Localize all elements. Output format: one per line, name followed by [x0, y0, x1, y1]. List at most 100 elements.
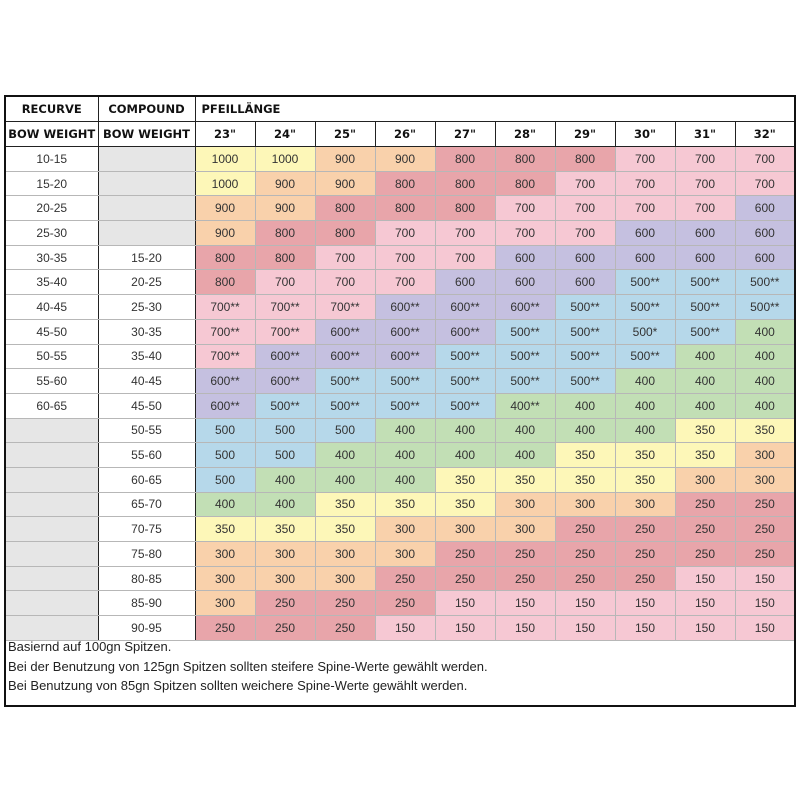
recurve-bow-weight	[6, 418, 99, 444]
spine-value: 400	[675, 344, 736, 370]
spine-value: 800	[315, 220, 376, 246]
compound-bow-weight: 15-20	[98, 245, 196, 271]
spine-chart: RECURVE COMPOUND PFEILLÄNGE BOW WEIGHT B…	[4, 95, 796, 707]
spine-value: 400	[735, 393, 795, 419]
table-row: 25-30 900 800 800 700 700 700 700 600 600 600	[6, 220, 795, 246]
spine-value: 250	[615, 516, 676, 542]
spine-value: 150	[735, 615, 795, 641]
table-row: 40-45 25-30 700** 700** 700** 600** 600** 600**…	[6, 294, 795, 320]
spine-value: 700**	[195, 344, 256, 370]
recurve-bow-weight	[6, 516, 99, 542]
spine-value: 500**	[315, 368, 376, 394]
spine-value: 800	[435, 195, 496, 222]
spine-value: 400	[255, 467, 316, 493]
recurve-bow-weight: 20-25	[6, 195, 99, 222]
spine-value: 500**	[555, 344, 616, 370]
compound-bow-weight: 85-90	[98, 590, 196, 617]
spine-value: 150	[495, 590, 556, 617]
recurve-bow-weight: 10-15	[6, 146, 99, 172]
spine-value: 300	[495, 516, 556, 542]
spine-value: 500**	[675, 269, 736, 296]
spine-value: 250	[675, 516, 736, 542]
spine-value: 150	[495, 615, 556, 641]
table-row: 35-40 20-25 800 700 700 700 600 600 600 500** 500*…	[6, 269, 795, 296]
length-header: 27"	[435, 121, 496, 147]
compound-bow-weight: 50-55	[98, 418, 196, 444]
spine-value: 300	[735, 442, 795, 468]
spine-value: 500**	[315, 393, 376, 419]
spine-value: 400	[195, 492, 256, 518]
spine-value: 600	[615, 220, 676, 246]
spine-value: 500**	[675, 319, 736, 345]
spine-value: 700	[555, 220, 616, 246]
length-header: 31"	[675, 121, 736, 147]
spine-value: 700	[735, 171, 795, 197]
spine-value: 250	[675, 541, 736, 567]
spine-value: 150	[735, 590, 795, 617]
recurve-bow-weight	[6, 442, 99, 468]
spine-value: 300	[675, 467, 736, 493]
spine-value: 300	[375, 516, 436, 542]
recurve-bow-weight: 40-45	[6, 294, 99, 320]
spine-value: 700	[375, 245, 436, 271]
recurve-bow-weight	[6, 541, 99, 567]
recurve-bow-weight: 30-35	[6, 245, 99, 271]
spine-value: 600**	[495, 294, 556, 320]
spine-value: 1000	[255, 146, 316, 172]
spine-value: 600**	[375, 319, 436, 345]
spine-value: 250	[375, 566, 436, 592]
spine-value: 800	[495, 171, 556, 197]
spine-value: 600**	[195, 393, 256, 419]
spine-value: 400	[495, 418, 556, 444]
compound-bow-weight: 25-30	[98, 294, 196, 320]
note-line: Basiernd auf 100gn Spitzen.	[8, 639, 172, 654]
compound-bow-weight: 70-75	[98, 516, 196, 542]
spine-value: 700	[675, 146, 736, 172]
spine-value: 350	[735, 418, 795, 444]
spine-value: 250	[615, 566, 676, 592]
spine-value: 150	[735, 566, 795, 592]
spine-value: 400	[315, 442, 376, 468]
compound-bow-weight: 60-65	[98, 467, 196, 493]
table-row: 20-25 900 900 800 800 800 700 700 700 700 600	[6, 195, 795, 222]
length-header: 30"	[615, 121, 676, 147]
recurve-bow-weight: 55-60	[6, 368, 99, 394]
recurve-bow-weight: 15-20	[6, 171, 99, 197]
recurve-bow-weight: 35-40	[6, 269, 99, 296]
compound-bow-weight: 35-40	[98, 344, 196, 370]
length-header: 29"	[555, 121, 616, 147]
spine-value: 400	[435, 418, 496, 444]
spine-value: 150	[615, 590, 676, 617]
spine-value: 600**	[375, 344, 436, 370]
spine-value: 600**	[375, 294, 436, 320]
compound-bow-weight	[98, 146, 196, 172]
spine-value: 400	[735, 368, 795, 394]
compound-bow-weight: 20-25	[98, 269, 196, 296]
spine-value: 400**	[495, 393, 556, 419]
spine-value: 400	[615, 393, 676, 419]
spine-value: 500**	[435, 344, 496, 370]
spine-value: 250	[735, 516, 795, 542]
spine-value: 700	[615, 195, 676, 222]
spine-value: 400	[555, 418, 616, 444]
spine-value: 600	[735, 245, 795, 271]
spine-value: 500	[195, 418, 256, 444]
spine-value: 250	[495, 541, 556, 567]
spine-value: 800	[375, 195, 436, 222]
spine-value: 700	[315, 269, 376, 296]
spine-value: 500**	[255, 393, 316, 419]
spine-value: 400	[735, 319, 795, 345]
table-row: 60-65 500 400 400 400 350 350 350 350 300 300	[6, 467, 795, 493]
spine-value: 400	[435, 442, 496, 468]
spine-value: 250	[735, 541, 795, 567]
spine-value: 500*	[615, 319, 676, 345]
compound-bow-weight: 75-80	[98, 541, 196, 567]
table-row: 90-95 250 250 250 150 150 150 150 150 150 150	[6, 615, 795, 641]
spine-value: 800	[255, 245, 316, 271]
recurve-bow-weight	[6, 492, 99, 518]
spine-value: 350	[675, 442, 736, 468]
spine-value: 250	[255, 590, 316, 617]
spine-value: 700**	[255, 294, 316, 320]
table-row: 65-70 400 400 350 350 350 300 300 300 250 250	[6, 492, 795, 518]
spine-value: 700	[375, 220, 436, 246]
